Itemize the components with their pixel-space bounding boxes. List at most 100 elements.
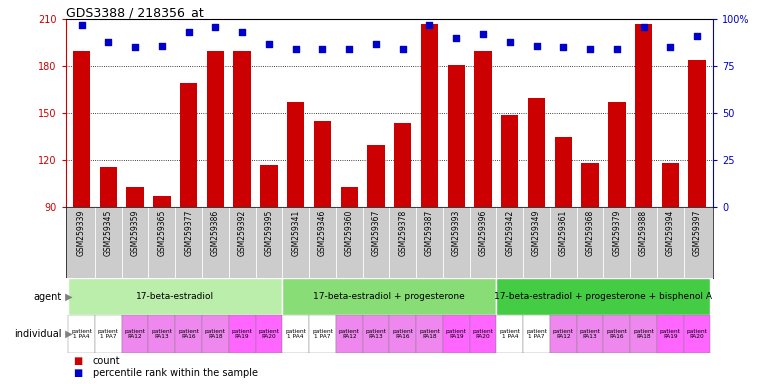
Text: patient
PA19: patient PA19 <box>660 329 681 339</box>
Bar <box>309 315 336 353</box>
Bar <box>630 315 657 353</box>
Text: patient
PA12: patient PA12 <box>338 329 359 339</box>
Text: GSM259345: GSM259345 <box>104 210 113 256</box>
Point <box>236 29 248 35</box>
Text: ▶: ▶ <box>62 329 73 339</box>
Bar <box>608 102 625 207</box>
Text: patient
1 PA4: patient 1 PA4 <box>500 329 520 339</box>
Bar <box>550 315 577 353</box>
Bar <box>635 24 652 207</box>
Bar <box>577 315 604 353</box>
Point <box>370 41 382 47</box>
Text: GSM259393: GSM259393 <box>452 210 461 256</box>
Text: patient
PA16: patient PA16 <box>392 329 413 339</box>
Point <box>343 46 355 52</box>
Bar <box>175 315 202 353</box>
Text: 17-beta-estradiol + progesterone + bisphenol A: 17-beta-estradiol + progesterone + bisph… <box>494 292 712 301</box>
Bar <box>314 121 332 207</box>
Text: patient
PA19: patient PA19 <box>232 329 253 339</box>
Bar <box>524 315 550 353</box>
Text: percentile rank within the sample: percentile rank within the sample <box>93 368 258 379</box>
Point <box>476 31 489 37</box>
Text: GSM259365: GSM259365 <box>157 210 167 256</box>
Text: patient
1 PA4: patient 1 PA4 <box>285 329 306 339</box>
Bar <box>421 24 438 207</box>
Bar <box>528 98 545 207</box>
Point <box>290 46 302 52</box>
Text: GSM259342: GSM259342 <box>505 210 514 256</box>
Text: GSM259388: GSM259388 <box>639 210 648 256</box>
Bar <box>261 165 278 207</box>
Text: GSM259379: GSM259379 <box>612 210 621 256</box>
Text: patient
1 PA7: patient 1 PA7 <box>98 329 119 339</box>
Text: patient
PA16: patient PA16 <box>178 329 199 339</box>
Bar <box>341 187 358 207</box>
Bar <box>684 315 711 353</box>
Text: patient
PA20: patient PA20 <box>687 329 708 339</box>
Bar <box>99 167 117 207</box>
Text: 17-beta-estradiol + progesterone: 17-beta-estradiol + progesterone <box>314 292 465 301</box>
Text: GSM259396: GSM259396 <box>479 210 487 256</box>
Point <box>638 24 650 30</box>
Bar <box>255 315 282 353</box>
Text: individual: individual <box>14 329 62 339</box>
Bar <box>604 315 630 353</box>
Text: patient
1 PA7: patient 1 PA7 <box>526 329 547 339</box>
Bar <box>207 51 224 207</box>
Point <box>263 41 275 47</box>
Text: patient
PA20: patient PA20 <box>258 329 279 339</box>
Text: patient
1 PA4: patient 1 PA4 <box>71 329 92 339</box>
Text: GSM259387: GSM259387 <box>425 210 434 256</box>
Text: count: count <box>93 356 120 366</box>
Bar <box>122 315 149 353</box>
Bar <box>443 315 470 353</box>
Bar <box>470 315 497 353</box>
Bar <box>497 278 711 315</box>
Bar <box>153 196 170 207</box>
Bar <box>73 51 90 207</box>
Text: GSM259339: GSM259339 <box>77 210 86 256</box>
Bar <box>282 278 497 315</box>
Text: GSM259360: GSM259360 <box>345 210 354 256</box>
Point <box>183 29 195 35</box>
Text: agent: agent <box>33 291 62 302</box>
Bar <box>389 315 416 353</box>
Text: patient
PA18: patient PA18 <box>205 329 226 339</box>
Text: GSM259359: GSM259359 <box>130 210 140 256</box>
Bar <box>68 315 95 353</box>
Bar <box>202 315 229 353</box>
Text: ▶: ▶ <box>62 291 73 302</box>
Bar <box>229 315 255 353</box>
Point <box>584 46 596 52</box>
Bar <box>336 315 362 353</box>
Text: GSM259349: GSM259349 <box>532 210 541 256</box>
Point <box>503 39 516 45</box>
Bar <box>394 123 412 207</box>
Bar <box>497 315 524 353</box>
Text: ■: ■ <box>73 368 82 379</box>
Text: patient
PA18: patient PA18 <box>633 329 654 339</box>
Bar <box>234 51 251 207</box>
Point <box>423 22 436 28</box>
Text: GSM259394: GSM259394 <box>666 210 675 256</box>
Point <box>557 45 570 51</box>
Text: GSM259392: GSM259392 <box>237 210 247 256</box>
Bar <box>501 115 518 207</box>
Point <box>76 22 88 28</box>
Bar <box>68 278 282 315</box>
Bar <box>149 315 175 353</box>
Text: GSM259368: GSM259368 <box>585 210 594 256</box>
Point <box>209 24 221 30</box>
Text: patient
PA12: patient PA12 <box>125 329 146 339</box>
Point <box>129 45 141 51</box>
Bar <box>282 315 309 353</box>
Bar <box>287 102 305 207</box>
Point <box>156 43 168 49</box>
Text: GSM259395: GSM259395 <box>264 210 274 256</box>
Point <box>103 39 115 45</box>
Point <box>664 45 676 51</box>
Text: GSM259378: GSM259378 <box>399 210 407 256</box>
Bar <box>362 315 389 353</box>
Bar <box>447 65 465 207</box>
Text: 17-beta-estradiol: 17-beta-estradiol <box>136 292 214 301</box>
